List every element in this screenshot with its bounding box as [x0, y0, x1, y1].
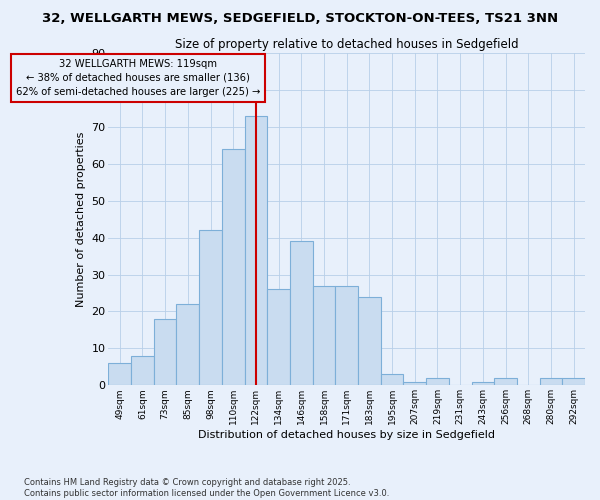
Text: 32 WELLGARTH MEWS: 119sqm
← 38% of detached houses are smaller (136)
62% of semi: 32 WELLGARTH MEWS: 119sqm ← 38% of detac… — [16, 58, 260, 96]
Bar — [381, 374, 403, 386]
Title: Size of property relative to detached houses in Sedgefield: Size of property relative to detached ho… — [175, 38, 518, 51]
Y-axis label: Number of detached properties: Number of detached properties — [76, 132, 86, 307]
Bar — [313, 286, 335, 386]
Bar — [335, 286, 358, 386]
Bar — [403, 382, 426, 386]
Bar — [290, 242, 313, 386]
Bar — [199, 230, 222, 386]
Bar — [358, 296, 381, 386]
Bar — [472, 382, 494, 386]
Bar — [222, 149, 245, 386]
Bar — [426, 378, 449, 386]
Bar — [539, 378, 562, 386]
Bar — [494, 378, 517, 386]
Bar — [245, 116, 267, 386]
Bar — [154, 319, 176, 386]
Bar — [176, 304, 199, 386]
Bar — [267, 290, 290, 386]
Text: Contains HM Land Registry data © Crown copyright and database right 2025.
Contai: Contains HM Land Registry data © Crown c… — [24, 478, 389, 498]
X-axis label: Distribution of detached houses by size in Sedgefield: Distribution of detached houses by size … — [198, 430, 495, 440]
Bar — [562, 378, 585, 386]
Text: 32, WELLGARTH MEWS, SEDGEFIELD, STOCKTON-ON-TEES, TS21 3NN: 32, WELLGARTH MEWS, SEDGEFIELD, STOCKTON… — [42, 12, 558, 26]
Bar — [109, 363, 131, 386]
Bar — [131, 356, 154, 386]
